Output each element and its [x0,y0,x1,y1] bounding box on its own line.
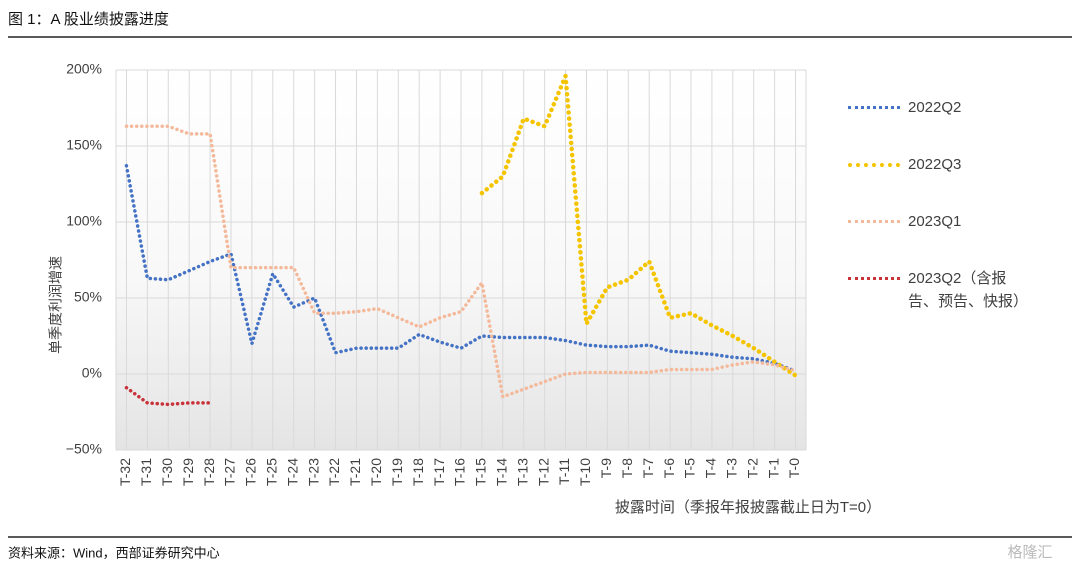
x-tick-label: T-31 [138,458,154,486]
chart-title: 图 1：A 股业绩披露进度 [8,11,169,28]
x-tick-label: T-17 [431,458,447,486]
y-axis-label: 单季度利润增速 [48,256,64,354]
x-tick-label: T-11 [556,458,572,485]
x-tick-label: T-3 [724,458,740,478]
legend-swatch [848,163,900,167]
legend-item: 2023Q1 [848,210,1048,267]
x-tick-label: T-28 [201,458,217,486]
legend: 2022Q2 2022Q3 2023Q1 2023Q2（含报告、预告、快报） [848,96,1048,324]
y-tick-label: 150% [66,137,102,153]
legend-swatch [848,220,900,223]
x-tick-label: T-2 [744,458,760,478]
watermark: 格隆汇 [1007,544,1052,561]
legend-label: 2022Q2 [908,99,962,116]
x-tick-label: T-12 [535,458,551,486]
x-tick-label: T-15 [473,458,489,486]
x-tick-label: T-8 [619,458,635,478]
legend-item: 2023Q2（含报告、预告、快报） [848,267,1048,324]
x-tick-label: T-10 [577,458,593,486]
y-tick-label: −50% [66,441,102,457]
x-tick-label: T-6 [661,458,677,478]
x-tick-label: T-20 [368,458,384,486]
legend-item: 2022Q2 [848,96,1048,153]
x-tick-label: T-7 [640,458,656,478]
x-tick-label: T-16 [452,458,468,486]
x-tick-label: T-13 [514,458,530,486]
x-tick-label: T-27 [222,458,238,486]
x-tick-label: T-23 [305,458,321,486]
x-tick-label: T-30 [159,458,175,486]
x-tick-label: T-21 [347,458,363,486]
x-tick-label: T-1 [765,458,781,478]
legend-item: 2022Q3 [848,153,1048,210]
x-tick-label: T-19 [389,458,405,486]
series-line [124,385,212,407]
legend-swatch [848,277,900,280]
legend-label: 2023Q2（含报告、预告、快报） [908,270,1029,310]
x-tick-label: T-9 [598,458,614,478]
x-tick-label: T-18 [410,458,426,486]
y-tick-label: 200% [66,61,102,77]
y-tick-label: 100% [66,213,102,229]
x-tick-label: T-24 [284,458,300,486]
x-axis-label: 披露时间（季报年报披露截止日为T=0） [615,499,881,516]
series-line [479,73,798,378]
legend-label: 2023Q1 [908,213,962,230]
x-tick-label: T-32 [117,458,133,486]
x-tick-label: T-25 [264,458,280,486]
x-tick-label: T-5 [682,458,698,478]
y-tick-label: 50% [74,289,102,305]
series-line [124,164,798,373]
x-tick-label: T-0 [786,458,802,478]
y-tick-label: 0% [82,365,102,381]
x-tick-label: T-29 [180,458,196,486]
x-tick-label: T-22 [326,458,342,486]
source: 资料来源：Wind，西部证券研究中心 [8,545,220,560]
legend-label: 2022Q3 [908,156,962,173]
x-tick-label: T-4 [703,458,719,478]
x-tick-label: T-14 [494,458,510,486]
x-tick-label: T-26 [243,458,259,486]
legend-swatch [848,106,900,109]
